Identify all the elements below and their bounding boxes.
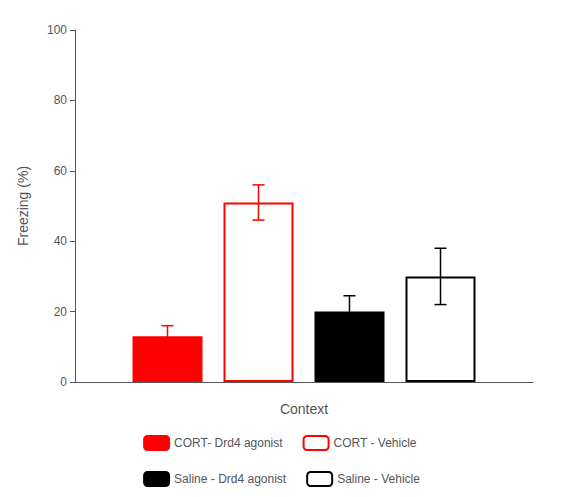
svg-text:Context: Context — [280, 401, 328, 417]
svg-text:CORT - Vehicle: CORT - Vehicle — [334, 436, 417, 450]
svg-text:80: 80 — [54, 93, 68, 107]
svg-text:60: 60 — [54, 164, 68, 178]
svg-text:100: 100 — [47, 23, 67, 37]
svg-text:Freezing (%): Freezing (%) — [15, 166, 31, 246]
svg-text:20: 20 — [54, 305, 68, 319]
svg-text:Saline - Drd4 agonist: Saline - Drd4 agonist — [174, 472, 287, 486]
svg-text:0: 0 — [60, 375, 67, 389]
svg-text:Saline - Vehicle: Saline - Vehicle — [337, 472, 420, 486]
svg-text:40: 40 — [54, 234, 68, 248]
svg-text:CORT- Drd4 agonist: CORT- Drd4 agonist — [174, 436, 283, 450]
